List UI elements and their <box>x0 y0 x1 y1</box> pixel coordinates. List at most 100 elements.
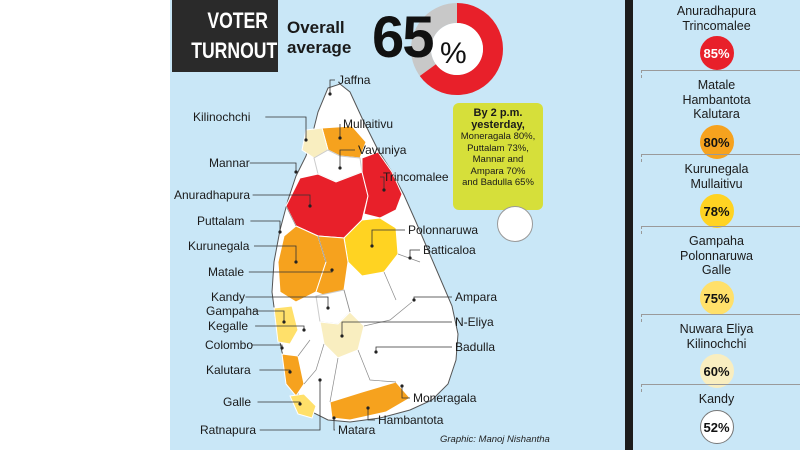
leader-dot-polonnaruwa <box>370 244 374 248</box>
legend-district-name: Kalutara <box>693 107 740 121</box>
leader-dot-kurunegala <box>294 260 298 264</box>
district-label-batticaloa: Batticaloa <box>423 243 476 257</box>
legend-district-name: Kandy <box>698 392 735 406</box>
leader-matara <box>333 418 335 431</box>
legend-rule <box>641 70 800 71</box>
leader-trincomalee <box>380 176 385 190</box>
leader-polonnaruwa <box>371 229 405 246</box>
district-label-kegalle: Kegalle <box>208 319 249 333</box>
leader-dot-ampara <box>412 298 416 302</box>
leader-dot-jaffna <box>328 92 332 96</box>
district-label-moneragala: Moneragala <box>413 391 477 405</box>
legend-district-name: Anuradhapura <box>676 4 757 18</box>
leader-dot-mannar <box>294 170 298 174</box>
leader-kalutara <box>259 369 291 372</box>
legend-rule <box>641 314 800 315</box>
legend-rule <box>641 154 800 155</box>
leader-kandy <box>245 296 329 308</box>
leader-dot-galle <box>298 402 302 406</box>
district-label-n-eliya: N-Eliya <box>455 315 494 329</box>
overall-label-line-1: Overall <box>287 18 345 37</box>
legend-badge-78: 78% <box>699 194 734 228</box>
legend-divider <box>641 154 642 162</box>
leader-batticaloa <box>409 249 420 258</box>
district-gampaha <box>273 305 299 345</box>
district-label-vavuniya: Vavuniya <box>358 143 407 157</box>
district-label-trincomalee: Trincomalee <box>383 170 449 184</box>
overall-value: 65 <box>372 5 434 70</box>
leader-vavuniya <box>339 149 355 168</box>
leader-dot-kilinochchi <box>304 138 308 142</box>
district-label-matara: Matara <box>338 423 376 437</box>
district-label-badulla: Badulla <box>455 340 496 354</box>
donut-hole <box>431 23 483 75</box>
note-line-5: and Badulla 65% <box>462 177 534 188</box>
legend-group-75: Gampaha Polonnaruwa Galle 75% <box>633 234 800 315</box>
leader-dot-anuradhapura <box>308 204 312 208</box>
leader-dot-badulla <box>374 350 378 354</box>
leader-dot-mullaitivu <box>338 136 342 140</box>
donut-arc <box>419 3 503 95</box>
district-label-matale: Matale <box>208 265 245 279</box>
leader-ampara <box>413 296 452 300</box>
legend-district-name: Mullaitivu <box>690 176 743 191</box>
legend-divider <box>641 384 642 392</box>
legend-rule <box>641 384 800 385</box>
note-line-3: Mannar and <box>472 154 524 165</box>
district-label-kurunegala: Kurunegala <box>188 239 250 253</box>
district-label-galle: Galle <box>223 395 252 409</box>
leader-dot-matale <box>330 268 334 272</box>
leader-n-eliya <box>341 321 452 336</box>
district-label-ampara: Ampara <box>455 290 498 304</box>
note-heading-line-2: yesterday, <box>471 119 525 131</box>
note-line-4: Ampara 70% <box>470 165 526 177</box>
legend-rule <box>641 226 800 227</box>
district-galle <box>289 393 317 419</box>
leader-anuradhapura <box>252 194 311 206</box>
legend-badge-60: 60% <box>699 354 734 388</box>
legend-district-name: Nuwara Eliya <box>679 322 754 336</box>
leader-mannar <box>249 162 297 172</box>
leader-dot-kegalle <box>302 328 306 332</box>
legend-district-name: Hambantota <box>682 92 751 107</box>
district-label-colombo: Colombo <box>205 338 254 352</box>
legend-badge-85: 85% <box>699 36 734 70</box>
leader-badulla <box>375 346 452 352</box>
district-trincomalee <box>361 151 403 219</box>
leader-dot-kalutara <box>288 370 292 374</box>
district-label-kalutara: Kalutara <box>206 363 251 377</box>
leader-dot-kandy <box>326 306 330 310</box>
district-label-ratnapura: Ratnapura <box>200 423 257 437</box>
legend-district-name: Kilinochchi <box>686 336 747 351</box>
leader-ratnapura <box>259 380 321 431</box>
district-kalutara <box>281 353 305 397</box>
leader-kurunegala <box>254 245 297 262</box>
overall-unit: % <box>440 37 467 70</box>
overall-label-line-2: average <box>287 38 352 57</box>
leader-dot-ratnapura <box>318 378 322 382</box>
district-label-gampaha: Gampaha <box>206 304 259 318</box>
leader-galle <box>257 401 301 404</box>
leader-dot-hambantota <box>366 406 370 410</box>
note-circle <box>497 206 533 242</box>
legend-divider <box>641 226 642 234</box>
note-line-2: Puttalam 73%, <box>467 142 529 154</box>
leader-kegalle <box>255 325 305 330</box>
leader-dot-trincomalee <box>382 188 386 192</box>
leader-puttalam <box>250 220 281 232</box>
title-line-1: VOTER <box>207 8 268 33</box>
district-label-jaffna: Jaffna <box>338 73 371 87</box>
district-label-mannar: Mannar <box>209 156 250 170</box>
leader-dot-matara <box>332 416 336 420</box>
graphic-credit: Graphic: Manoj Nishantha <box>440 434 550 445</box>
district-label-puttalam: Puttalam <box>197 214 245 228</box>
legend-group-52: Kandy 52% <box>633 392 800 444</box>
legend-district-name: Kurunegala <box>684 162 749 176</box>
legend-group-78: Kurunegala Mullaitivu 78% <box>633 162 800 228</box>
note-line-1: Moneragala 80%, <box>460 131 536 142</box>
legend-district-name: Matale <box>697 78 736 92</box>
district-label-hambantota: Hambantota <box>378 413 444 427</box>
leader-jaffna <box>329 79 335 94</box>
legend-divider <box>641 70 642 78</box>
